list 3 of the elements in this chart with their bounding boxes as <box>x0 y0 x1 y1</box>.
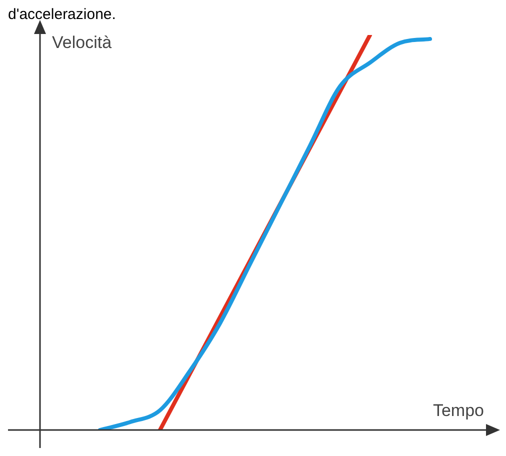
y-axis-title: Velocità <box>52 33 112 52</box>
chart-title: d'accelerazione. <box>8 6 116 23</box>
x-axis-title: Tempo <box>432 401 484 420</box>
